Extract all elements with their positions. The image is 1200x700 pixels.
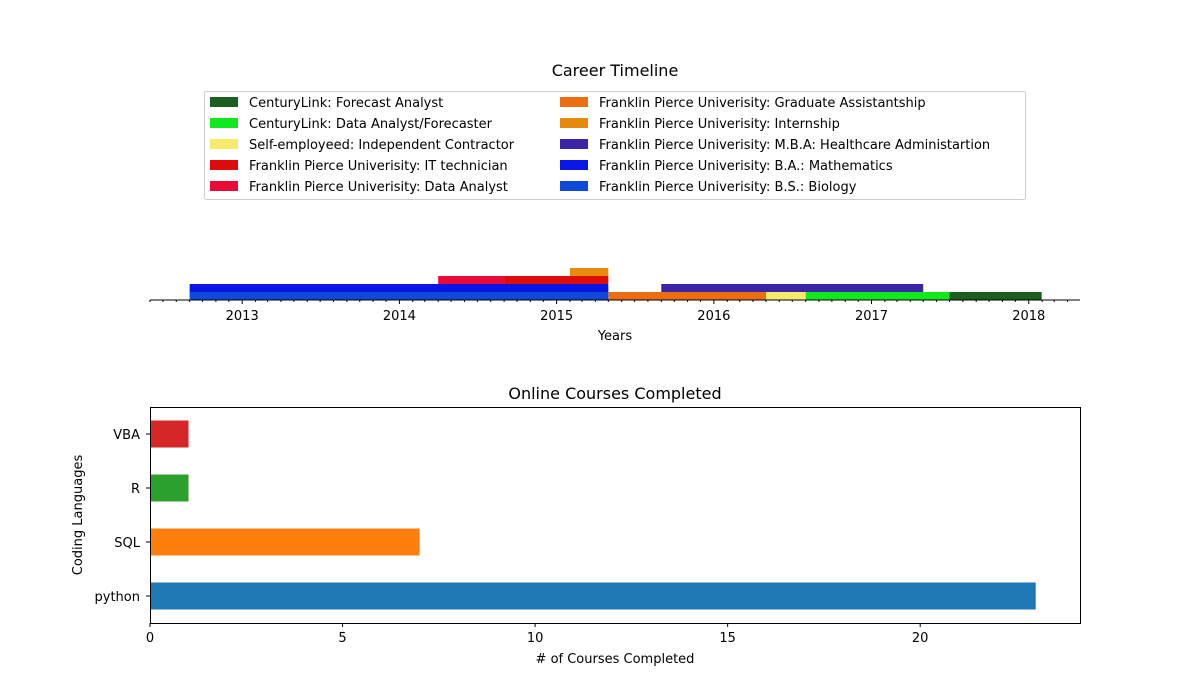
bar-vba	[150, 420, 189, 448]
timeline-legend-swatch	[210, 97, 238, 107]
timeline-bars	[189, 268, 1042, 300]
timeline-legend-label: Franklin Pierce Univerisity: B.S.: Biolo…	[599, 180, 857, 195]
timeline-bar	[438, 276, 505, 284]
timeline-legend-swatch	[210, 118, 238, 128]
online-courses-chart: Online Courses Completed python SQL R VBA 0…	[71, 384, 1081, 667]
timeline-legend-label: Franklin Pierce Univerisity: Internship	[599, 117, 840, 132]
timeline-legend-label: Franklin Pierce Univerisity: Data Analys…	[249, 180, 508, 195]
timeline-x-ticks: 2013 2014 2015 2016 2017 2018	[149, 300, 1069, 324]
timeline-legend: CenturyLink: Forecast Analyst CenturyLink…	[204, 91, 1026, 200]
timeline-legend-swatch	[210, 139, 238, 149]
timeline-legend-swatch	[210, 160, 238, 170]
bar-chart-bars	[150, 420, 1036, 610]
timeline-x-tick-label: 2016	[697, 309, 730, 324]
timeline-legend-swatch	[560, 181, 588, 191]
bar-chart-x-tick-label: 20	[912, 631, 929, 646]
timeline-x-tick-label: 2014	[383, 309, 416, 324]
timeline-legend-swatch	[560, 118, 588, 128]
bar-chart-frame	[150, 407, 1081, 624]
timeline-x-tick-label: 2018	[1012, 309, 1045, 324]
timeline-legend-swatch	[560, 97, 588, 107]
timeline-legend-label: Franklin Pierce Univerisity: Graduate As…	[599, 96, 926, 111]
timeline-legend-label: Franklin Pierce Univerisity: B.A.: Mathe…	[599, 159, 893, 174]
timeline-bar	[189, 292, 609, 300]
timeline-x-tick-label: 2015	[540, 309, 573, 324]
bar-chart-x-tick-label: 5	[338, 631, 346, 646]
timeline-legend-label: Franklin Pierce Univerisity: M.B.A: Heal…	[599, 138, 990, 153]
timeline-bar	[949, 292, 1042, 300]
timeline-bar	[189, 284, 609, 292]
bar-chart-y-tick-label: python	[95, 590, 140, 605]
bar-sql	[150, 528, 420, 556]
timeline-legend-swatch	[560, 160, 588, 170]
timeline-legend-swatch	[210, 181, 238, 191]
bar-python	[150, 582, 1036, 610]
timeline-legend-label: CenturyLink: Forecast Analyst	[249, 96, 443, 111]
bar-chart-y-axis-label: Coding Languages	[71, 455, 86, 576]
bar-chart-x-tick-label: 0	[146, 631, 154, 646]
bar-chart-x-axis-label: # of Courses Completed	[536, 652, 695, 667]
timeline-legend-label: Franklin Pierce Univerisity: IT technici…	[249, 159, 508, 174]
timeline-bar	[765, 292, 806, 300]
timeline-x-axis-label: Years	[597, 329, 633, 344]
bar-chart-y-tick-label: R	[131, 482, 140, 497]
career-timeline-chart: Career Timeline CenturyLink: Forecast An…	[149, 61, 1080, 344]
timeline-bar	[504, 276, 609, 284]
timeline-legend-label: CenturyLink: Data Analyst/Forecaster	[249, 117, 493, 132]
bar-chart-x-tick-label: 10	[527, 631, 544, 646]
timeline-legend-frame	[204, 91, 1026, 200]
timeline-title: Career Timeline	[552, 61, 679, 80]
timeline-x-tick-label: 2013	[226, 309, 259, 324]
timeline-bar	[569, 268, 609, 276]
bar-chart-y-tick-label: VBA	[113, 428, 140, 443]
bar-chart-title: Online Courses Completed	[508, 384, 721, 403]
timeline-x-tick-label: 2017	[855, 309, 888, 324]
bar-chart-x-tick-label: 15	[719, 631, 736, 646]
timeline-bar	[805, 292, 950, 300]
bar-chart-x-ticks: 0 5 10 15 20	[146, 623, 929, 646]
bar-r	[150, 474, 189, 502]
timeline-legend-label: Self-employeed: Independent Contractor	[249, 138, 515, 153]
timeline-bar	[608, 292, 766, 300]
timeline-legend-swatch	[560, 139, 588, 149]
bar-chart-y-ticks: python SQL R VBA	[95, 428, 150, 605]
timeline-bar	[661, 284, 924, 292]
bar-chart-y-tick-label: SQL	[114, 536, 140, 551]
